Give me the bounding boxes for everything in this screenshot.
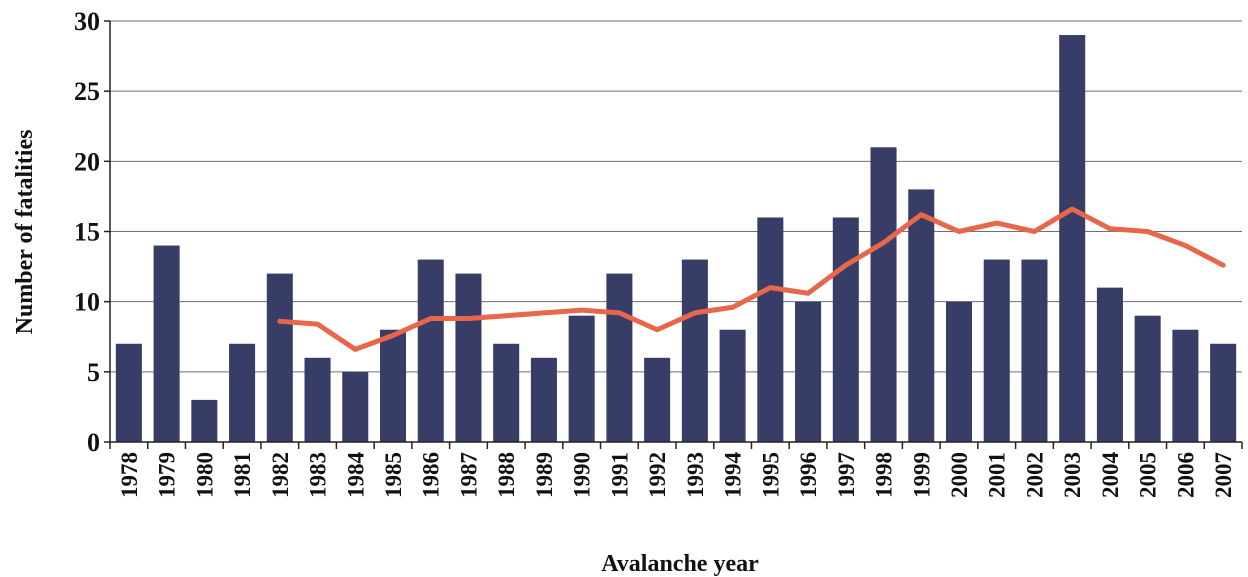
- x-tick-label: 1991: [607, 452, 632, 498]
- bar: [229, 343, 256, 442]
- bar: [757, 217, 784, 442]
- x-tick-label: 1996: [796, 452, 821, 498]
- bar: [342, 371, 369, 442]
- bar: [115, 343, 142, 442]
- bar: [945, 301, 973, 442]
- bar: [1134, 315, 1161, 442]
- x-axis-title: Avalanche year: [601, 551, 759, 577]
- x-tick-label: 2003: [1060, 452, 1085, 498]
- x-tick-label: 1979: [155, 452, 180, 498]
- bar: [417, 259, 444, 442]
- bar: [832, 217, 859, 442]
- bar: [1059, 35, 1086, 443]
- bar: [153, 245, 180, 442]
- gridlines: [110, 20, 1242, 373]
- bar: [681, 259, 708, 442]
- x-tick-label: 1992: [645, 452, 670, 498]
- x-tick-label: 2005: [1136, 452, 1161, 498]
- bar: [795, 301, 822, 442]
- y-tick-label: 20: [74, 147, 100, 176]
- x-tick-label: 1986: [419, 452, 444, 498]
- y-tick-label: 15: [74, 218, 100, 247]
- x-tick-label: 1990: [570, 452, 595, 498]
- axes: [104, 20, 1243, 449]
- x-tick-label: 1981: [230, 452, 255, 498]
- bar: [1021, 259, 1048, 442]
- x-tick-label: 1988: [494, 452, 519, 498]
- y-tick-label: 30: [74, 7, 100, 36]
- bar: [379, 329, 407, 442]
- bar: [266, 273, 293, 442]
- x-tick-label: 2001: [985, 452, 1010, 498]
- x-tick-label: 1999: [909, 452, 934, 498]
- y-tick-labels: 0 5 10 15 20 25 30: [74, 7, 100, 457]
- y-tick-label: 0: [87, 428, 100, 457]
- bar: [191, 399, 218, 442]
- x-tick-label: 1993: [683, 452, 708, 498]
- y-tick-label: 5: [87, 358, 100, 387]
- x-tick-label: 1984: [343, 452, 368, 499]
- bar-series: [115, 35, 1237, 443]
- bar: [1210, 343, 1237, 442]
- x-tick-label: 1995: [758, 452, 783, 498]
- x-tick-label: 1994: [721, 452, 746, 499]
- bar: [644, 357, 671, 442]
- bar: [983, 259, 1010, 442]
- x-tick-label: 1982: [268, 452, 293, 498]
- y-axis-title: Number of fatalities: [12, 130, 38, 335]
- bar: [719, 329, 746, 442]
- bar: [493, 343, 520, 442]
- x-tick-label: 1980: [192, 452, 217, 498]
- x-tick-label: 2006: [1173, 452, 1198, 498]
- bar: [568, 315, 595, 442]
- line-series: [277, 206, 1226, 352]
- bar: [908, 189, 935, 442]
- bar: [455, 273, 482, 442]
- bar: [1172, 329, 1199, 442]
- bar: [870, 147, 897, 443]
- x-tick-label: 1997: [834, 452, 859, 498]
- x-tick-labels: 1978 1979 1980 1981 1982 1983 1984 1985 1986 1987…: [117, 452, 1236, 499]
- bar: [304, 357, 331, 442]
- x-tick-label: 2007: [1211, 452, 1236, 498]
- bar: [530, 357, 557, 442]
- x-tick-label: 2004: [1098, 452, 1123, 499]
- x-tick-label: 1983: [306, 452, 331, 498]
- bar: [606, 273, 633, 442]
- bar: [1096, 287, 1123, 442]
- x-tick-label: 1998: [872, 452, 897, 498]
- x-tick-label: 1985: [381, 452, 406, 498]
- x-tick-label: 1978: [117, 452, 142, 498]
- x-tick-label: 1989: [532, 452, 557, 498]
- y-tick-label: 25: [74, 77, 100, 106]
- x-tick-label: 2002: [1022, 452, 1047, 498]
- x-tick-label: 2000: [947, 452, 972, 498]
- y-tick-label: 10: [74, 288, 100, 317]
- trend-line: [277, 206, 1226, 352]
- x-tick-label: 1987: [456, 452, 481, 498]
